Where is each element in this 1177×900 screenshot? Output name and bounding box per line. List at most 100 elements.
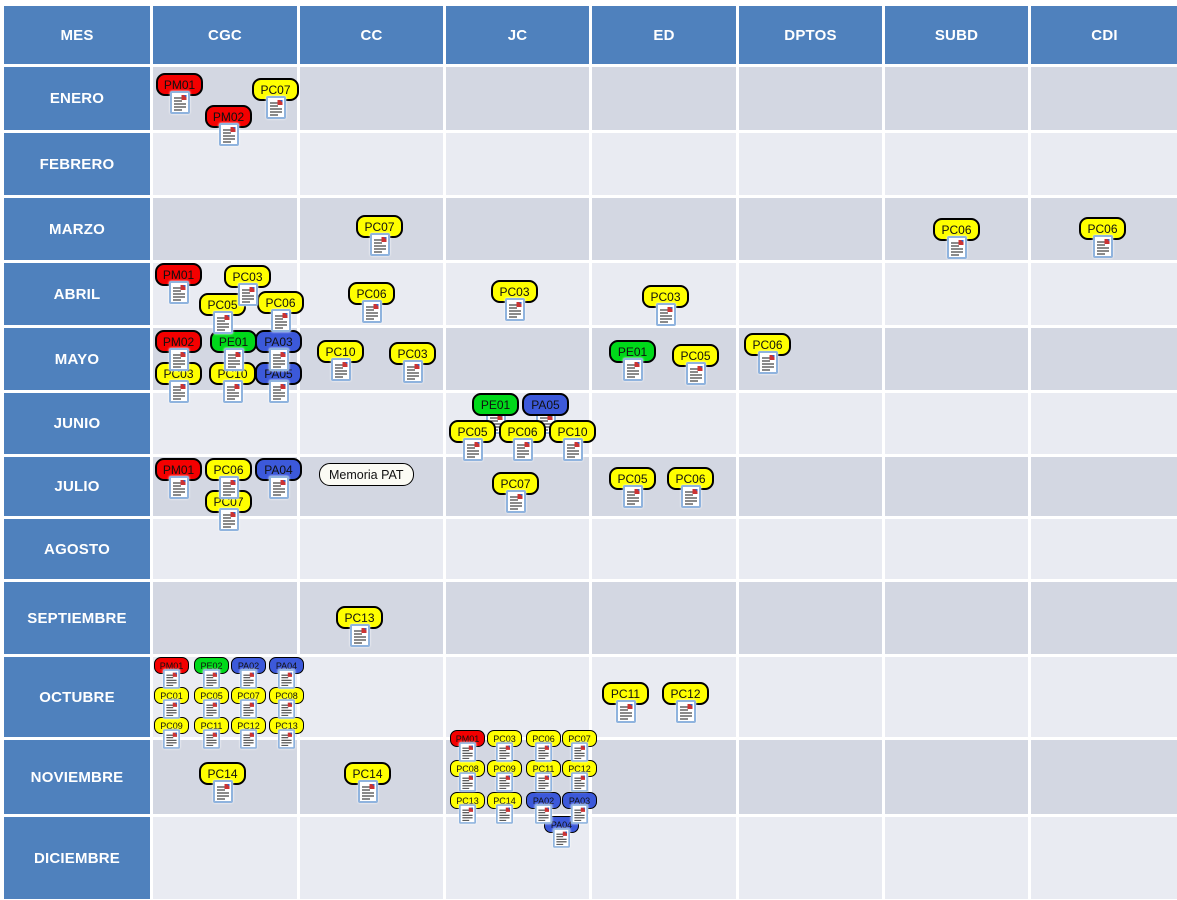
task-badge-pc13[interactable]: PC13: [269, 717, 304, 749]
column-header-cgc: CGC: [153, 6, 297, 64]
cell-febrero-jc: [446, 133, 589, 195]
task-badge-pc14[interactable]: PC14: [487, 792, 522, 824]
document-icon: [237, 283, 258, 306]
task-badge-pc03[interactable]: PC03: [642, 285, 689, 326]
document-icon: [163, 699, 180, 719]
month-label-febrero: FEBRERO: [4, 133, 150, 195]
task-badge-pe02[interactable]: PE02: [194, 657, 229, 689]
row-junio: JUNIO PE01 PA05 PC05 PC06 PC10: [4, 393, 1177, 461]
task-badge-pc01[interactable]: PC01: [154, 687, 189, 719]
task-badge-pa03[interactable]: PA03: [562, 792, 597, 824]
task-badge-pc07[interactable]: PC07: [562, 730, 597, 762]
task-badge-pc10[interactable]: PC10: [549, 420, 596, 461]
task-badge-pc07[interactable]: PC07: [231, 687, 266, 719]
task-badge-pc11[interactable]: PC11: [602, 682, 649, 723]
task-badge-pc07[interactable]: PC07: [492, 472, 539, 513]
row-enero: ENERO PM01 PC07 PM02: [4, 67, 1177, 146]
task-badge-pc12[interactable]: PC12: [231, 717, 266, 749]
task-badge-pm02[interactable]: PM02: [205, 105, 252, 146]
cell-junio-cgc: [153, 393, 297, 454]
task-badge-pa02[interactable]: PA02: [231, 657, 266, 689]
document-icon: [402, 360, 423, 383]
task-badge-pa04[interactable]: PA04: [544, 816, 579, 848]
column-header-jc: JC: [446, 6, 589, 64]
task-badge-pm01[interactable]: PM01: [155, 458, 202, 499]
task-badge-pc07[interactable]: PC07: [252, 78, 299, 119]
cell-febrero-subd: [885, 133, 1028, 195]
document-icon: [757, 351, 778, 374]
task-label: PC13: [336, 606, 383, 629]
cell-octubre-cdi: [1031, 657, 1177, 737]
cell-marzo-jc: [446, 198, 589, 260]
document-icon: [168, 348, 189, 371]
task-badge-pc06[interactable]: PC06: [526, 730, 561, 762]
task-badge-pc06[interactable]: PC06: [348, 282, 395, 323]
task-badge-pc06[interactable]: PC06: [744, 333, 791, 374]
task-badge-pc03[interactable]: PC03: [389, 342, 436, 383]
cell-diciembre-ed: [592, 817, 736, 899]
cell-enero-cdi: [1031, 67, 1177, 130]
task-badge-pc13[interactable]: PC13: [336, 606, 383, 647]
document-icon: [553, 828, 570, 848]
task-badge-pc10[interactable]: PC10: [317, 340, 364, 381]
cell-septiembre-ed: [592, 582, 736, 654]
task-label: Memoria PAT: [319, 463, 414, 486]
task-badge-pm02[interactable]: PM02: [155, 330, 202, 371]
month-label-septiembre: SEPTIEMBRE: [4, 582, 150, 654]
task-badge-pc03[interactable]: PC03: [224, 265, 271, 306]
document-icon: [504, 298, 525, 321]
task-badge-pc03[interactable]: PC03: [487, 730, 522, 762]
task-badge-pc05[interactable]: PC05: [672, 344, 719, 385]
cell-marzo-dptos: [739, 198, 882, 260]
task-badge-pc06[interactable]: PC06: [1079, 217, 1126, 258]
task-badge-pc07[interactable]: PC07: [356, 215, 403, 256]
cell-julio-subd: [885, 457, 1028, 516]
task-badge-pc14[interactable]: PC14: [344, 762, 391, 803]
task-badge-pc06[interactable]: PC06: [205, 458, 252, 499]
document-icon: [655, 303, 676, 326]
task-badge-pc05[interactable]: PC05: [194, 687, 229, 719]
document-icon: [270, 309, 291, 332]
task-badge-pm01[interactable]: PM01: [154, 657, 189, 689]
task-badge-pe01[interactable]: PE01: [609, 340, 656, 381]
task-badge-pa04[interactable]: PA04: [269, 657, 304, 689]
task-badge-pm01[interactable]: PM01: [450, 730, 485, 762]
task-badge-pa02[interactable]: PA02: [526, 792, 561, 824]
task-badge-memoria-pat[interactable]: Memoria PAT: [319, 463, 414, 486]
document-icon: [615, 700, 636, 723]
cell-octubre-subd: [885, 657, 1028, 737]
document-icon: [278, 699, 295, 719]
cell-diciembre-cgc: [153, 817, 297, 899]
task-badge-pc08[interactable]: PC08: [450, 760, 485, 792]
cell-julio-jc: PC07: [446, 457, 589, 516]
task-badge-pa04[interactable]: PA04: [255, 458, 302, 499]
cell-julio-ed: PC05 PC06: [592, 457, 736, 516]
cell-mayo-subd: [885, 328, 1028, 390]
task-badge-pc05[interactable]: PC05: [199, 293, 246, 334]
task-badge-pc09[interactable]: PC09: [487, 760, 522, 792]
month-label-diciembre: DICIEMBRE: [4, 817, 150, 899]
task-badge-pc14[interactable]: PC14: [199, 762, 246, 803]
task-badge-pc08[interactable]: PC08: [269, 687, 304, 719]
document-icon: [496, 742, 513, 762]
task-badge-pc06[interactable]: PC06: [667, 467, 714, 508]
task-badge-pc11[interactable]: PC11: [526, 760, 561, 792]
task-label: PA04: [544, 816, 579, 833]
task-badge-pc05[interactable]: PC05: [449, 420, 496, 461]
task-badge-pc13[interactable]: PC13: [450, 792, 485, 824]
document-icon: [571, 742, 588, 762]
cell-septiembre-cc: PC13: [300, 582, 443, 654]
task-badge-pm01[interactable]: PM01: [156, 73, 203, 114]
task-badge-pc05[interactable]: PC05: [609, 467, 656, 508]
task-badge-pc06[interactable]: PC06: [499, 420, 546, 461]
task-badge-pc12[interactable]: PC12: [662, 682, 709, 723]
task-badge-pm01[interactable]: PM01: [155, 263, 202, 304]
task-badge-pc06[interactable]: PC06: [257, 291, 304, 332]
cell-enero-cgc: PM01 PC07 PM02: [153, 67, 299, 146]
task-badge-pa03[interactable]: PA03: [255, 330, 302, 371]
cell-agosto-jc: [446, 519, 589, 579]
task-badge-pc03[interactable]: PC03: [491, 280, 538, 321]
task-label: PC06: [499, 420, 546, 443]
task-badge-pc06[interactable]: PC06: [933, 218, 980, 259]
cell-abril-dptos: [739, 263, 882, 325]
